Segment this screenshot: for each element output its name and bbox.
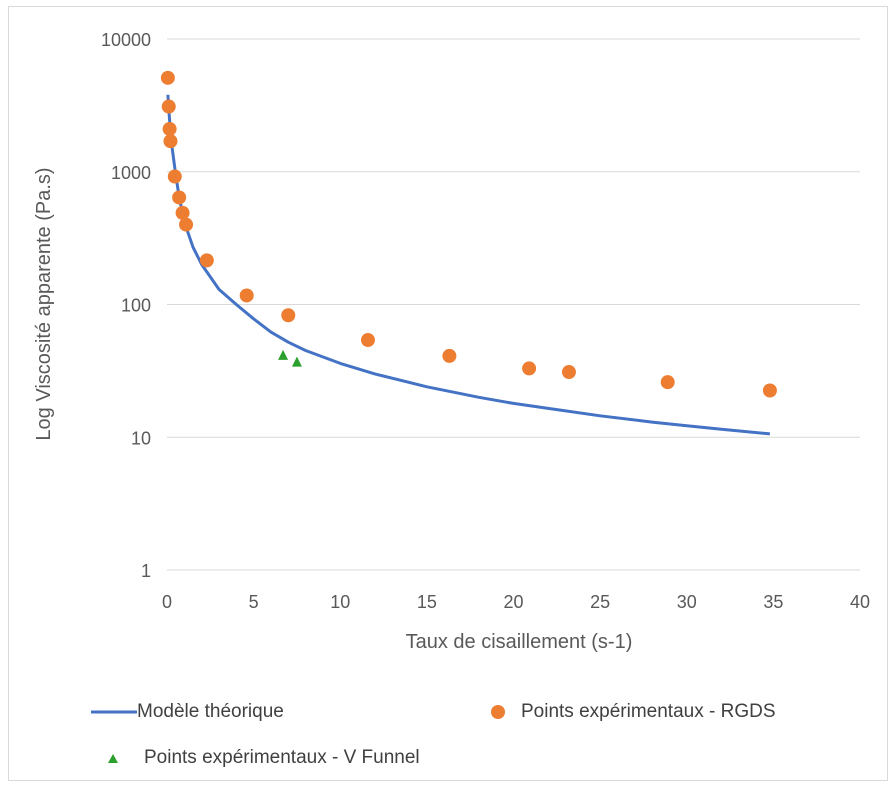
x-tick-labels: 0 5 10 15 20 25 30 35 40 (162, 592, 870, 612)
x-axis-label: Taux de cisaillement (s-1) (406, 631, 633, 653)
x-tick-label: 35 (763, 592, 783, 612)
legend-marker-vfunnel (108, 754, 118, 763)
rgds-point (179, 217, 194, 232)
x-tick-label: 30 (677, 592, 697, 612)
x-tick-label: 0 (162, 592, 172, 612)
x-tick-label: 25 (590, 592, 610, 612)
x-tick-label: 10 (330, 592, 350, 612)
rgds-point (172, 190, 187, 205)
rgds-point (167, 169, 182, 184)
legend-label-rgds: Points expérimentaux - RGDS (521, 701, 776, 722)
rgds-point (175, 205, 190, 220)
y-tick-label: 1 (141, 561, 151, 581)
rgds-point (161, 99, 176, 114)
rgds-point (660, 375, 675, 390)
rgds-point (163, 134, 178, 149)
y-tick-label: 10000 (101, 30, 151, 50)
rgds-point (281, 308, 296, 323)
legend-marker-rgds (491, 705, 505, 719)
series-layer (160, 70, 777, 436)
x-tick-label: 5 (249, 592, 259, 612)
rgds-point (762, 383, 777, 398)
x-tick-label: 40 (850, 592, 870, 612)
chart-frame: 1 10 100 1000 10000 0 5 10 15 20 25 30 35 40 Taux de… (8, 6, 888, 781)
y-tick-labels: 1 10 100 1000 10000 (101, 30, 151, 581)
rgds-point (360, 333, 375, 348)
x-tick-label: 20 (503, 592, 523, 612)
rgds-point (561, 365, 576, 380)
rgds-point (160, 70, 175, 85)
rgds-point (442, 348, 457, 363)
y-tick-label: 1000 (111, 163, 151, 183)
chart-plot: 1 10 100 1000 10000 0 5 10 15 20 25 30 35 40 Taux de… (33, 30, 870, 763)
rgds-point (199, 253, 214, 268)
x-tick-label: 15 (417, 592, 437, 612)
rgds-point (162, 121, 177, 136)
legend-label-vfunnel: Points expérimentaux - V Funnel (144, 747, 420, 768)
y-axis-label: Log Viscosité apparente (Pa.s) (33, 167, 55, 440)
legend-label-model: Modèle théorique (137, 701, 284, 722)
legend-markers (91, 705, 505, 763)
gridlines (167, 38, 860, 571)
rgds-point (522, 361, 537, 376)
rgds-point (239, 288, 254, 303)
y-tick-label: 100 (121, 296, 151, 316)
vfunnel-point (278, 349, 289, 360)
vfunnel-point (291, 356, 302, 367)
series-line-model (166, 94, 771, 436)
y-tick-label: 10 (131, 428, 151, 448)
